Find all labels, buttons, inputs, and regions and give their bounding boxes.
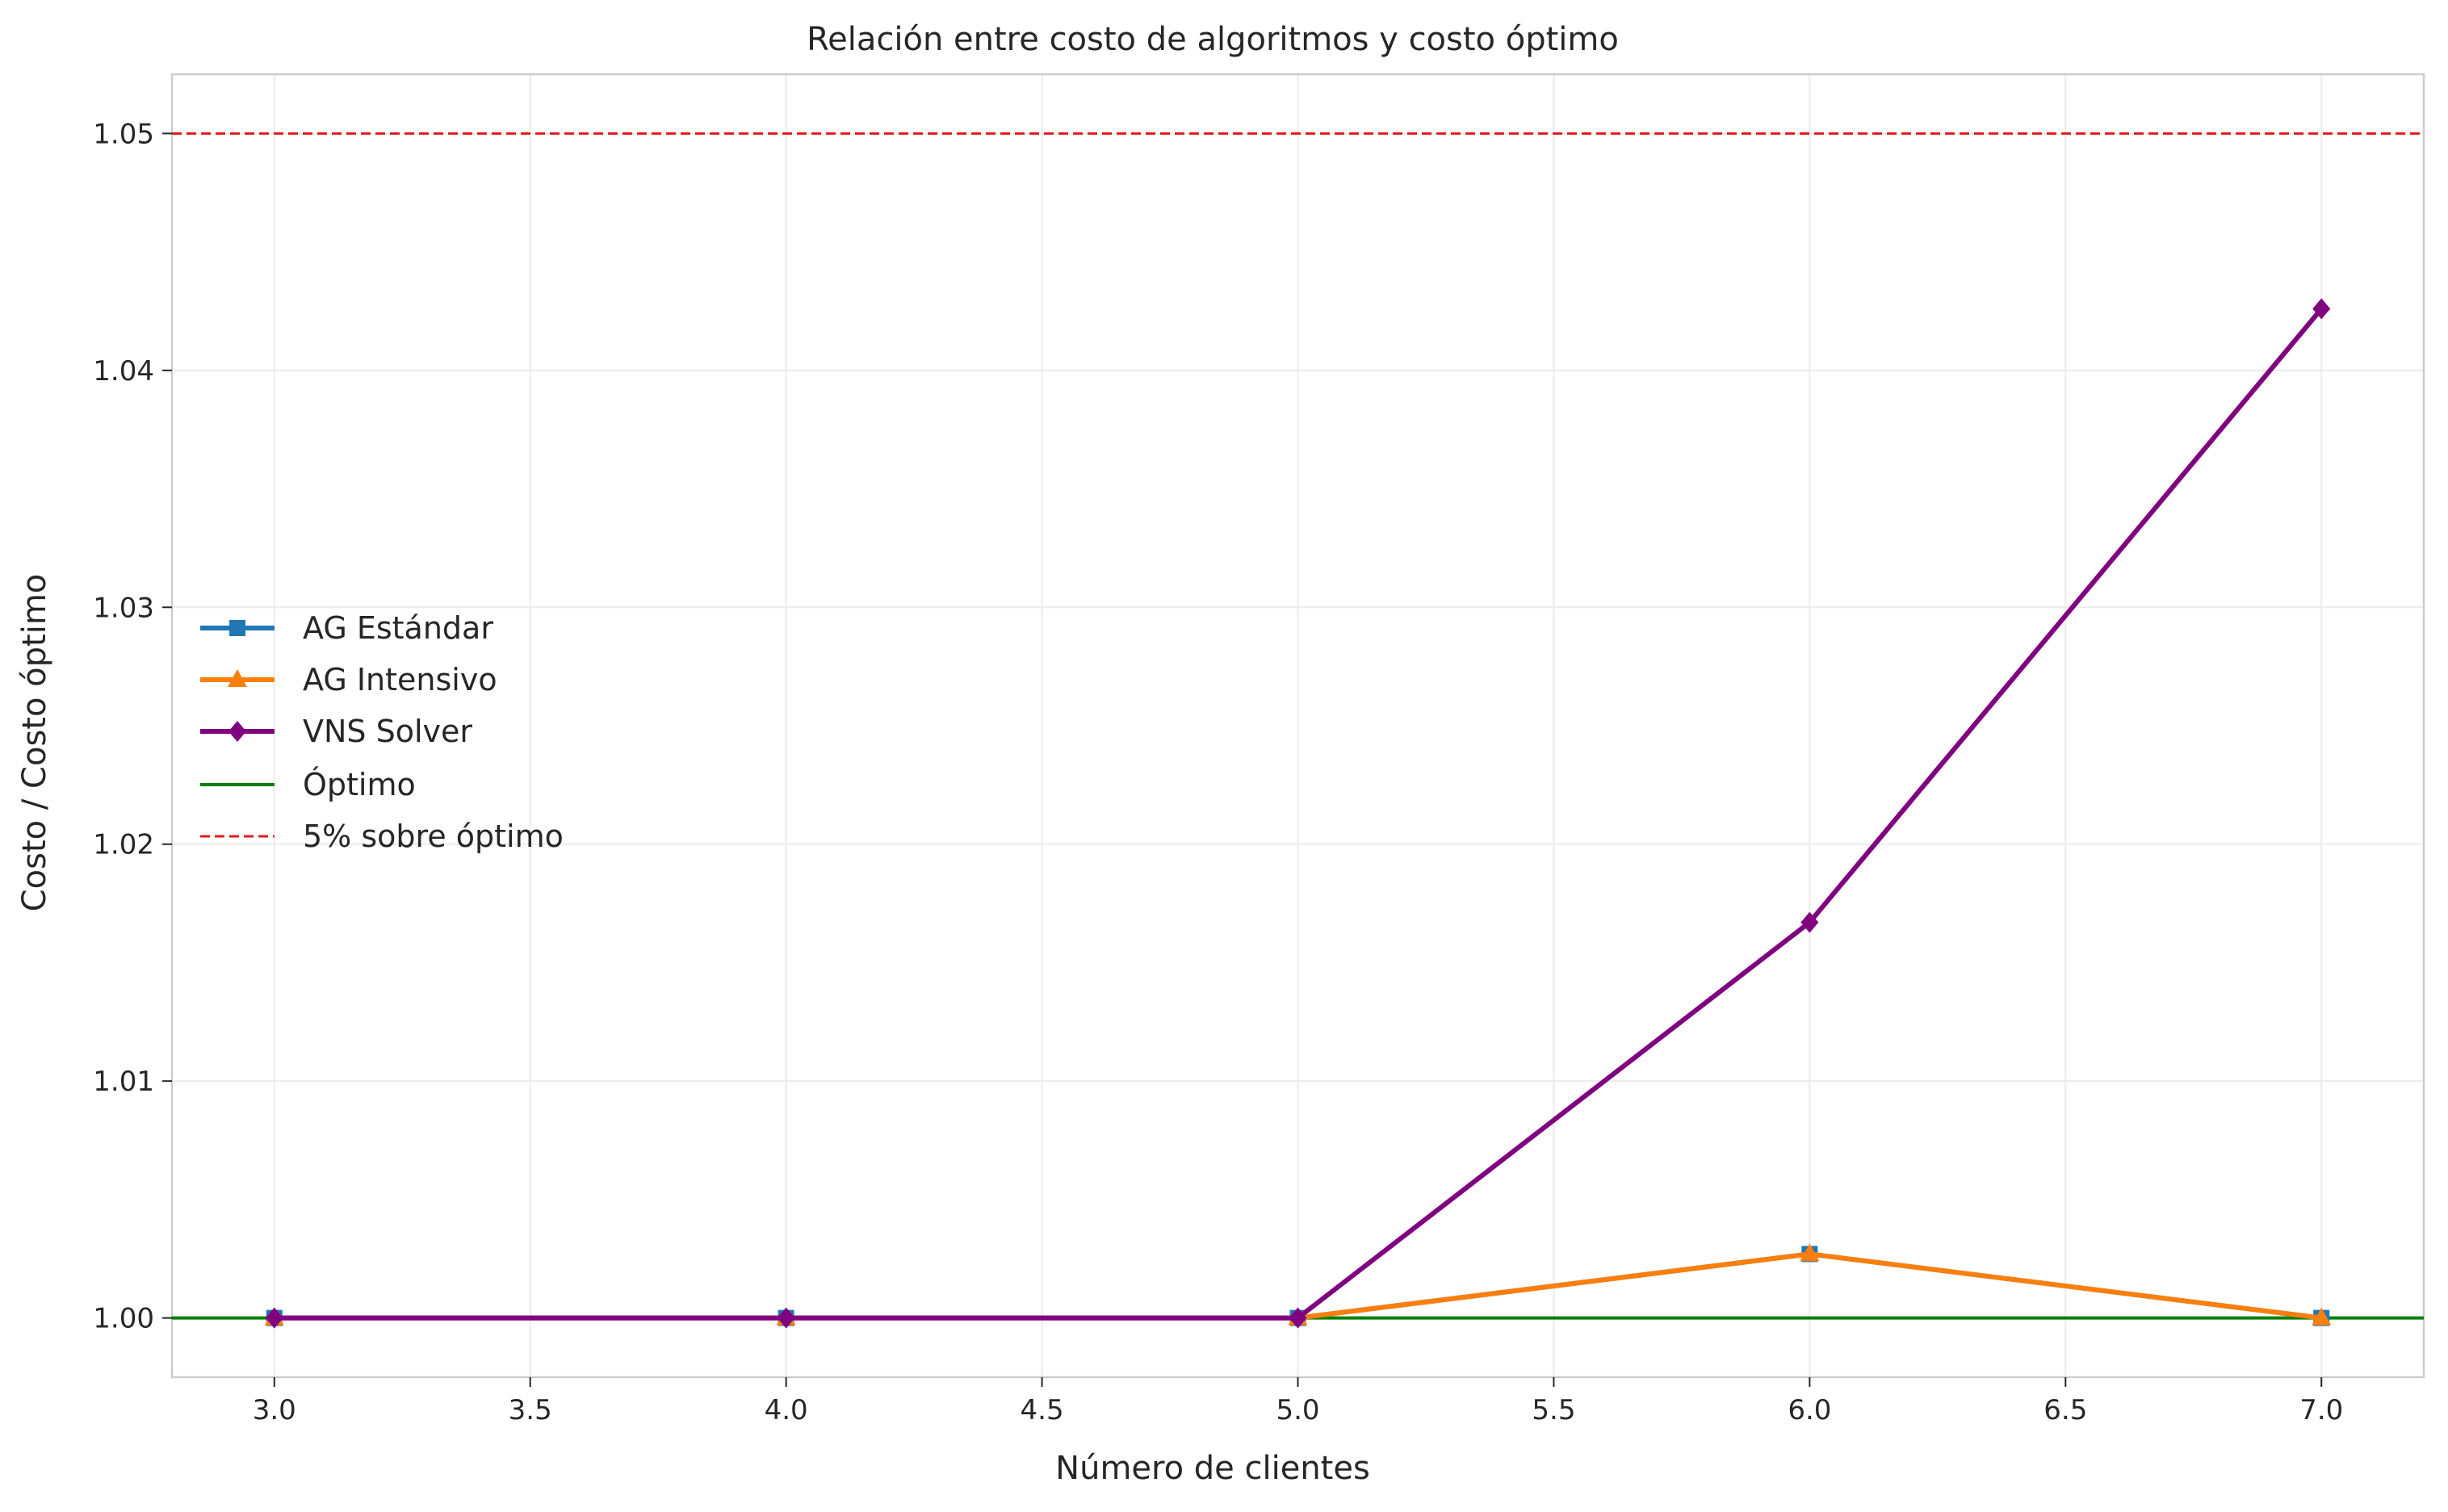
data-point — [777, 1307, 795, 1329]
legend-label: Óptimo — [303, 767, 416, 802]
legend-label: AG Intensivo — [303, 662, 497, 697]
y-tick-label: 1.01 — [93, 1066, 154, 1098]
x-tick-label: 4.5 — [1021, 1394, 1064, 1426]
legend-label: VNS Solver — [303, 714, 472, 749]
legend-label: 5% sobre óptimo — [303, 819, 564, 854]
y-axis-label: Costo / Costo óptimo — [16, 574, 53, 912]
x-tick-label: 7.0 — [2299, 1394, 2343, 1426]
x-tick-label: 5.5 — [1532, 1394, 1575, 1426]
y-tick-label: 1.02 — [93, 829, 154, 861]
data-point — [1289, 1307, 1307, 1329]
data-point — [1800, 1243, 1820, 1262]
legend-marker — [228, 669, 247, 687]
x-tick-label: 4.0 — [765, 1394, 808, 1426]
series-3 — [265, 298, 2331, 1329]
legend-marker — [228, 721, 246, 742]
legend-label: AG Estándar — [303, 610, 493, 646]
x-axis-label: Número de clientes — [1055, 1450, 1370, 1487]
ticks: 3.0 3.5 4.0 4.5 5.0 5.5 6.0 6.5 7.0 1.00 1.01 1.02 1… — [93, 118, 2343, 1426]
legend: AG Estándar AG Intensivo VNS Solver Óptimo 5… — [200, 610, 564, 854]
series-layer — [264, 298, 2332, 1329]
data-point — [2312, 1307, 2332, 1326]
data-point — [2312, 298, 2331, 320]
data-point — [1800, 911, 1819, 933]
y-tick-label: 1.04 — [93, 355, 154, 387]
legend-marker — [229, 620, 245, 636]
x-tick-label: 6.5 — [2043, 1394, 2087, 1426]
chart-title: Relación entre costo de algoritmos y cos… — [807, 21, 1619, 58]
x-tick-label: 3.0 — [253, 1394, 296, 1426]
y-tick-label: 1.00 — [93, 1303, 154, 1335]
x-tick-label: 5.0 — [1276, 1394, 1319, 1426]
y-tick-label: 1.03 — [93, 592, 154, 624]
data-point — [265, 1307, 283, 1329]
x-tick-label: 3.5 — [509, 1394, 552, 1426]
y-tick-label: 1.05 — [93, 118, 154, 150]
x-tick-label: 6.0 — [1788, 1394, 1831, 1426]
